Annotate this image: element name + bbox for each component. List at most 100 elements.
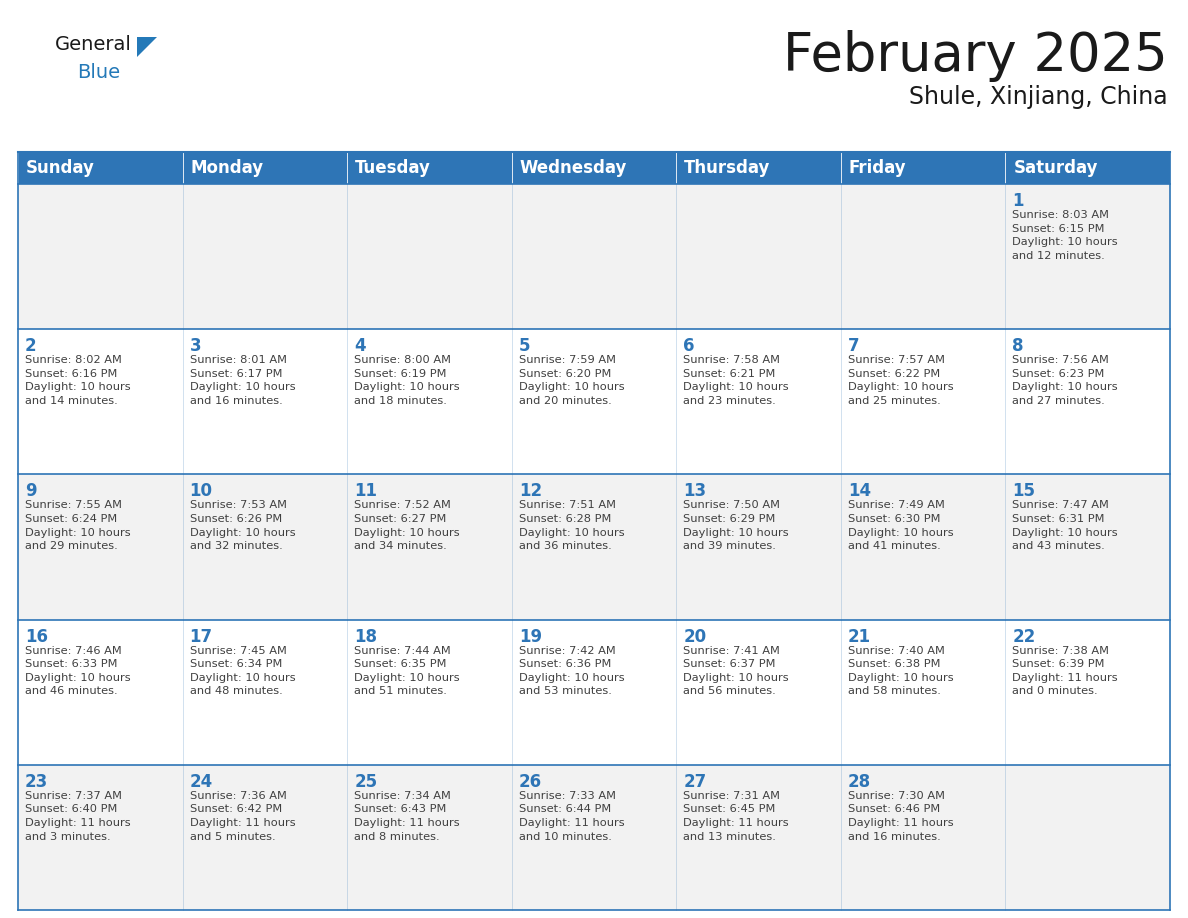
Bar [1005, 152, 1170, 184]
Bar [183, 765, 347, 910]
Bar [183, 475, 347, 620]
Bar [1005, 475, 1170, 620]
Text: Sunrise: 7:31 AM
Sunset: 6:45 PM
Daylight: 11 hours
and 13 minutes.: Sunrise: 7:31 AM Sunset: 6:45 PM Dayligh… [683, 790, 789, 842]
Text: Sunday: Sunday [26, 159, 95, 177]
Text: Sunrise: 7:37 AM
Sunset: 6:40 PM
Daylight: 11 hours
and 3 minutes.: Sunrise: 7:37 AM Sunset: 6:40 PM Dayligh… [25, 790, 131, 842]
Bar [183, 620, 347, 765]
Text: Sunrise: 7:45 AM
Sunset: 6:34 PM
Daylight: 10 hours
and 48 minutes.: Sunrise: 7:45 AM Sunset: 6:34 PM Dayligh… [190, 645, 295, 697]
Bar [841, 475, 1005, 620]
Text: Sunrise: 7:55 AM
Sunset: 6:24 PM
Daylight: 10 hours
and 29 minutes.: Sunrise: 7:55 AM Sunset: 6:24 PM Dayligh… [25, 500, 131, 551]
Bar [1005, 620, 1170, 765]
Text: 5: 5 [519, 337, 530, 355]
Text: Sunrise: 8:01 AM
Sunset: 6:17 PM
Daylight: 10 hours
and 16 minutes.: Sunrise: 8:01 AM Sunset: 6:17 PM Dayligh… [190, 355, 295, 406]
Text: Friday: Friday [849, 159, 906, 177]
Bar [841, 152, 1005, 184]
Bar [676, 475, 841, 620]
Text: Sunrise: 8:00 AM
Sunset: 6:19 PM
Daylight: 10 hours
and 18 minutes.: Sunrise: 8:00 AM Sunset: 6:19 PM Dayligh… [354, 355, 460, 406]
Bar [347, 475, 512, 620]
Text: 11: 11 [354, 482, 377, 500]
Polygon shape [137, 37, 157, 57]
Text: 3: 3 [190, 337, 201, 355]
Text: Wednesday: Wednesday [519, 159, 627, 177]
Text: Thursday: Thursday [684, 159, 771, 177]
Bar [18, 765, 183, 910]
Text: Saturday: Saturday [1013, 159, 1098, 177]
Text: 13: 13 [683, 482, 707, 500]
Text: Sunrise: 7:59 AM
Sunset: 6:20 PM
Daylight: 10 hours
and 20 minutes.: Sunrise: 7:59 AM Sunset: 6:20 PM Dayligh… [519, 355, 625, 406]
Text: 14: 14 [848, 482, 871, 500]
Bar [676, 620, 841, 765]
Bar [1005, 184, 1170, 330]
Text: 10: 10 [190, 482, 213, 500]
Text: 7: 7 [848, 337, 859, 355]
Bar [347, 765, 512, 910]
Text: 17: 17 [190, 628, 213, 645]
Bar [512, 765, 676, 910]
Bar [18, 620, 183, 765]
Text: Sunrise: 7:34 AM
Sunset: 6:43 PM
Daylight: 11 hours
and 8 minutes.: Sunrise: 7:34 AM Sunset: 6:43 PM Dayligh… [354, 790, 460, 842]
Text: 4: 4 [354, 337, 366, 355]
Text: Sunrise: 7:53 AM
Sunset: 6:26 PM
Daylight: 10 hours
and 32 minutes.: Sunrise: 7:53 AM Sunset: 6:26 PM Dayligh… [190, 500, 295, 551]
Bar [512, 475, 676, 620]
Text: 22: 22 [1012, 628, 1036, 645]
Text: 23: 23 [25, 773, 49, 790]
Text: Monday: Monday [190, 159, 264, 177]
Bar [676, 152, 841, 184]
Text: Sunrise: 7:40 AM
Sunset: 6:38 PM
Daylight: 10 hours
and 58 minutes.: Sunrise: 7:40 AM Sunset: 6:38 PM Dayligh… [848, 645, 954, 697]
Text: Blue: Blue [77, 63, 120, 82]
Text: February 2025: February 2025 [783, 30, 1168, 82]
Text: 9: 9 [25, 482, 37, 500]
Bar [512, 330, 676, 475]
Text: Sunrise: 7:44 AM
Sunset: 6:35 PM
Daylight: 10 hours
and 51 minutes.: Sunrise: 7:44 AM Sunset: 6:35 PM Dayligh… [354, 645, 460, 697]
Bar [18, 475, 183, 620]
Text: Sunrise: 7:57 AM
Sunset: 6:22 PM
Daylight: 10 hours
and 25 minutes.: Sunrise: 7:57 AM Sunset: 6:22 PM Dayligh… [848, 355, 954, 406]
Text: Sunrise: 8:03 AM
Sunset: 6:15 PM
Daylight: 10 hours
and 12 minutes.: Sunrise: 8:03 AM Sunset: 6:15 PM Dayligh… [1012, 210, 1118, 261]
Text: 16: 16 [25, 628, 48, 645]
Text: Sunrise: 7:41 AM
Sunset: 6:37 PM
Daylight: 10 hours
and 56 minutes.: Sunrise: 7:41 AM Sunset: 6:37 PM Dayligh… [683, 645, 789, 697]
Text: Sunrise: 7:46 AM
Sunset: 6:33 PM
Daylight: 10 hours
and 46 minutes.: Sunrise: 7:46 AM Sunset: 6:33 PM Dayligh… [25, 645, 131, 697]
Bar [1005, 330, 1170, 475]
Text: 28: 28 [848, 773, 871, 790]
Bar [841, 765, 1005, 910]
Bar [18, 184, 183, 330]
Bar [841, 330, 1005, 475]
Text: Sunrise: 7:51 AM
Sunset: 6:28 PM
Daylight: 10 hours
and 36 minutes.: Sunrise: 7:51 AM Sunset: 6:28 PM Dayligh… [519, 500, 625, 551]
Text: Sunrise: 8:02 AM
Sunset: 6:16 PM
Daylight: 10 hours
and 14 minutes.: Sunrise: 8:02 AM Sunset: 6:16 PM Dayligh… [25, 355, 131, 406]
Text: 19: 19 [519, 628, 542, 645]
Text: 25: 25 [354, 773, 378, 790]
Text: 15: 15 [1012, 482, 1036, 500]
Text: 2: 2 [25, 337, 37, 355]
Bar [347, 184, 512, 330]
Text: 24: 24 [190, 773, 213, 790]
Bar [347, 152, 512, 184]
Bar [512, 152, 676, 184]
Text: 18: 18 [354, 628, 377, 645]
Bar [676, 765, 841, 910]
Text: Sunrise: 7:30 AM
Sunset: 6:46 PM
Daylight: 11 hours
and 16 minutes.: Sunrise: 7:30 AM Sunset: 6:46 PM Dayligh… [848, 790, 954, 842]
Bar [841, 620, 1005, 765]
Text: Sunrise: 7:56 AM
Sunset: 6:23 PM
Daylight: 10 hours
and 27 minutes.: Sunrise: 7:56 AM Sunset: 6:23 PM Dayligh… [1012, 355, 1118, 406]
Text: Sunrise: 7:38 AM
Sunset: 6:39 PM
Daylight: 11 hours
and 0 minutes.: Sunrise: 7:38 AM Sunset: 6:39 PM Dayligh… [1012, 645, 1118, 697]
Text: 26: 26 [519, 773, 542, 790]
Bar [512, 620, 676, 765]
Text: Sunrise: 7:49 AM
Sunset: 6:30 PM
Daylight: 10 hours
and 41 minutes.: Sunrise: 7:49 AM Sunset: 6:30 PM Dayligh… [848, 500, 954, 551]
Bar [512, 184, 676, 330]
Text: Sunrise: 7:42 AM
Sunset: 6:36 PM
Daylight: 10 hours
and 53 minutes.: Sunrise: 7:42 AM Sunset: 6:36 PM Dayligh… [519, 645, 625, 697]
Bar [841, 184, 1005, 330]
Text: Sunrise: 7:47 AM
Sunset: 6:31 PM
Daylight: 10 hours
and 43 minutes.: Sunrise: 7:47 AM Sunset: 6:31 PM Dayligh… [1012, 500, 1118, 551]
Bar [1005, 765, 1170, 910]
Text: 1: 1 [1012, 192, 1024, 210]
Bar [18, 152, 183, 184]
Text: Sunrise: 7:36 AM
Sunset: 6:42 PM
Daylight: 11 hours
and 5 minutes.: Sunrise: 7:36 AM Sunset: 6:42 PM Dayligh… [190, 790, 295, 842]
Text: Shule, Xinjiang, China: Shule, Xinjiang, China [909, 85, 1168, 109]
Text: Tuesday: Tuesday [355, 159, 431, 177]
Text: 27: 27 [683, 773, 707, 790]
Bar [347, 330, 512, 475]
Bar [676, 184, 841, 330]
Text: 12: 12 [519, 482, 542, 500]
Bar [183, 330, 347, 475]
Text: 20: 20 [683, 628, 707, 645]
Text: General: General [55, 35, 132, 54]
Text: Sunrise: 7:58 AM
Sunset: 6:21 PM
Daylight: 10 hours
and 23 minutes.: Sunrise: 7:58 AM Sunset: 6:21 PM Dayligh… [683, 355, 789, 406]
Text: 8: 8 [1012, 337, 1024, 355]
